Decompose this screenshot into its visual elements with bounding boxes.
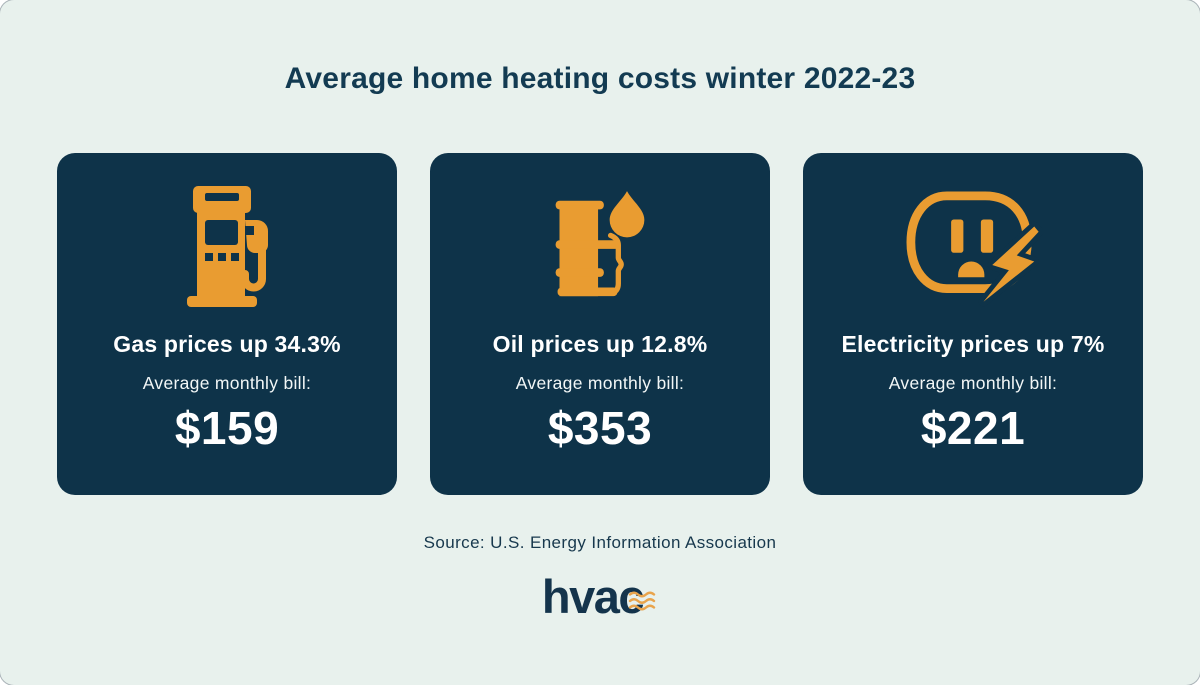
card-subtitle: Average monthly bill: [142, 373, 312, 393]
card-amount: $353 [547, 402, 653, 454]
electric-outlet-icon [903, 186, 1043, 308]
card-amount: $159 [174, 402, 280, 454]
card-subtitle: Average monthly bill: [515, 373, 685, 393]
page-title: Average home heating costs winter 2022-2… [284, 62, 916, 95]
card-amount: $221 [920, 402, 1026, 454]
logo-text: hvac [541, 570, 645, 623]
card-headline: Oil prices up 12.8% [492, 331, 708, 357]
oil-barrel-icon [546, 186, 654, 308]
card-headline: Electricity prices up 7% [841, 331, 1105, 357]
card-electricity: Electricity prices up 7% Average monthly… [803, 153, 1143, 495]
hvac-logo: hvac [542, 569, 658, 624]
logo-airflow-waves-icon [628, 591, 656, 610]
gas-pump-icon [175, 186, 279, 308]
card-gas: Gas prices up 34.3% Average monthly bill… [57, 153, 397, 495]
source-note: Source: U.S. Energy Information Associat… [423, 533, 777, 552]
card-subtitle: Average monthly bill: [888, 373, 1058, 393]
card-oil: Oil prices up 12.8% Average monthly bill… [430, 153, 770, 495]
card-headline: Gas prices up 34.3% [113, 331, 341, 357]
cards-row: Gas prices up 34.3% Average monthly bill… [57, 153, 1143, 495]
